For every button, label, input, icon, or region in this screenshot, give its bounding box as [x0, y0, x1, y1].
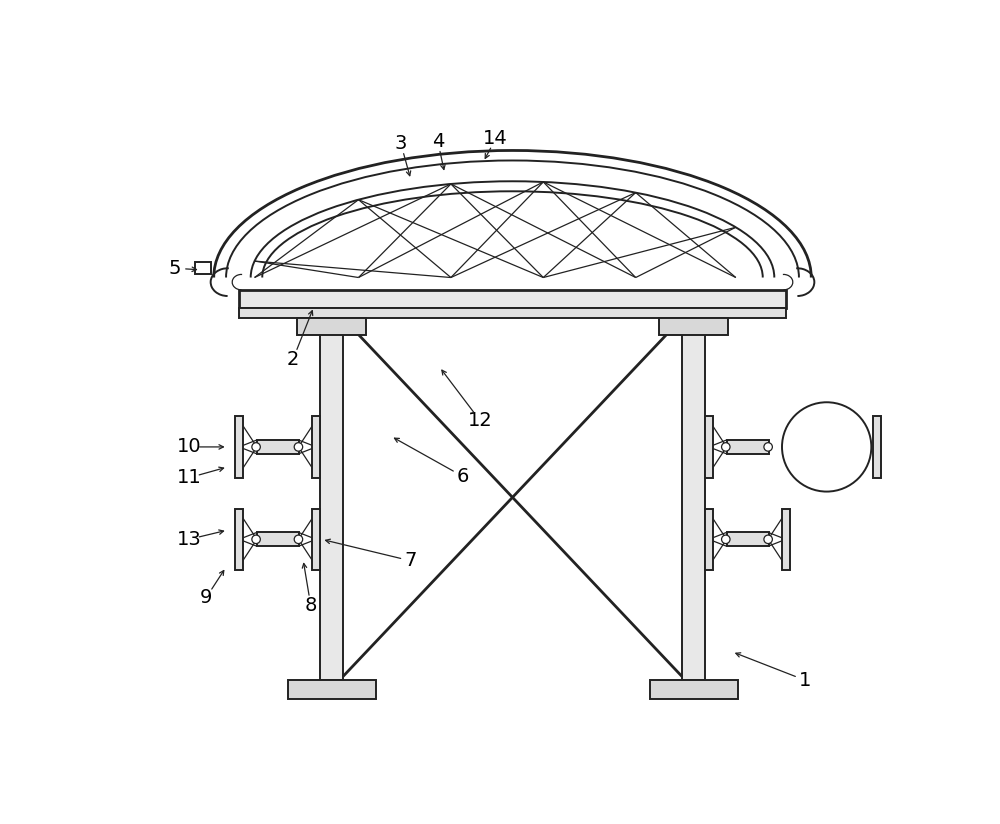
Bar [650, 681, 738, 700]
Bar [320, 318, 343, 681]
Text: 10: 10 [177, 438, 201, 456]
Bar [239, 308, 786, 318]
Bar [257, 440, 299, 454]
Bar [705, 416, 713, 478]
Bar [195, 262, 211, 274]
Bar [235, 416, 243, 478]
Bar [297, 318, 366, 335]
Text: 14: 14 [483, 129, 508, 148]
Bar [312, 416, 320, 478]
Bar [727, 532, 769, 546]
Bar [235, 508, 243, 570]
Bar [782, 508, 790, 570]
Circle shape [294, 442, 303, 452]
Circle shape [764, 535, 772, 544]
Text: 13: 13 [177, 530, 201, 549]
Text: 4: 4 [432, 132, 444, 151]
Circle shape [722, 442, 730, 452]
Bar [659, 318, 728, 335]
Circle shape [252, 442, 260, 452]
Text: 7: 7 [405, 551, 417, 570]
Bar [682, 318, 705, 681]
Text: 11: 11 [177, 468, 201, 487]
Text: 8: 8 [305, 596, 317, 615]
Bar [239, 290, 786, 308]
Text: 2: 2 [287, 349, 299, 368]
Bar [727, 440, 769, 454]
Text: 3: 3 [395, 134, 407, 153]
Text: 1: 1 [799, 671, 811, 690]
Circle shape [722, 535, 730, 544]
Text: 9: 9 [200, 588, 212, 607]
Circle shape [294, 535, 303, 544]
Circle shape [252, 535, 260, 544]
Text: 6: 6 [456, 466, 469, 485]
Bar [705, 508, 713, 570]
Bar [288, 681, 376, 700]
Circle shape [764, 442, 772, 452]
Bar [873, 416, 881, 478]
Text: 12: 12 [468, 411, 493, 430]
Bar [257, 532, 299, 546]
Text: 5: 5 [169, 259, 181, 278]
Bar [312, 508, 320, 570]
